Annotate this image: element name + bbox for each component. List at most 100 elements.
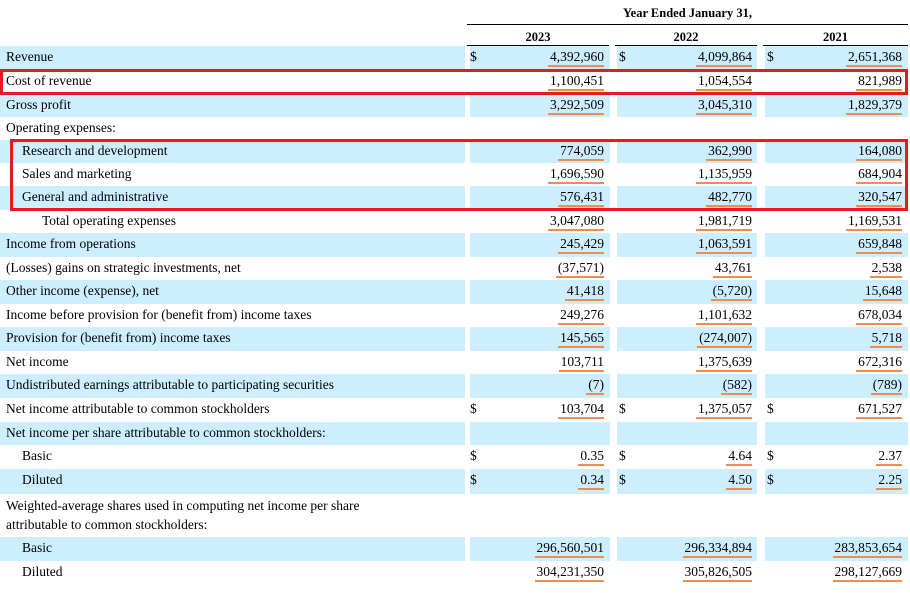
table-row: Basic 296,560,501 296,334,894 283,853,654 xyxy=(0,537,910,561)
table-row: Income before provision for (benefit fro… xyxy=(0,304,910,327)
value-cell: (274,007) xyxy=(699,330,752,345)
value-underline xyxy=(696,370,752,372)
value-cell: 2,538 xyxy=(871,260,902,275)
row-label: Diluted xyxy=(22,472,63,487)
value-cell: 1,696,590 xyxy=(550,166,604,181)
value-underline xyxy=(548,113,604,115)
value-cell: 298,127,669 xyxy=(834,564,903,579)
value-underline xyxy=(558,252,604,254)
value-cell: 4,392,960 xyxy=(550,49,604,64)
value-cell: 774,059 xyxy=(560,143,604,158)
value-underline xyxy=(869,346,902,348)
period-title: Year Ended January 31, xyxy=(623,6,752,20)
value-underline xyxy=(869,276,902,278)
table-row: General and administrative 576,431 482,770… xyxy=(0,186,910,210)
table-row: Revenue $4,392,960 $4,099,864 $2,651,368 xyxy=(0,46,910,70)
value-cell: 1,063,591 xyxy=(698,236,752,251)
value-cell: 41,418 xyxy=(566,283,604,298)
value-cell: 103,704 xyxy=(560,401,604,416)
value-underline xyxy=(578,488,604,490)
value-cell: 245,429 xyxy=(560,236,604,251)
value-underline xyxy=(856,89,902,91)
value-underline xyxy=(832,556,902,558)
value-cell: 1,375,057 xyxy=(698,401,752,416)
value-underline xyxy=(706,205,752,207)
currency-symbol: $ xyxy=(767,401,774,416)
table-row: Basic $0.35 $4.64 $2.37 xyxy=(0,445,910,469)
table-row: Weighted-average shares used in computin… xyxy=(0,495,910,537)
value-underline xyxy=(876,488,902,490)
value-cell: 4.64 xyxy=(728,448,752,463)
value-cell: 4.50 xyxy=(728,472,752,487)
value-cell: 4,099,864 xyxy=(698,49,752,64)
row-label-continued: attributable to common stockholders: xyxy=(6,517,208,532)
value-underline xyxy=(856,417,902,419)
value-underline xyxy=(558,417,604,419)
year-header-2: 2022 xyxy=(673,30,699,44)
value-underline xyxy=(586,393,604,395)
value-cell: 304,231,350 xyxy=(536,564,605,579)
row-label: Revenue xyxy=(6,49,54,64)
value-cell: 1,135,959 xyxy=(698,166,752,181)
period-rule xyxy=(467,24,908,25)
currency-symbol: $ xyxy=(767,472,774,487)
year-rule-3 xyxy=(763,45,908,46)
value-underline xyxy=(558,346,604,348)
value-underline xyxy=(682,580,752,582)
value-underline xyxy=(712,276,752,278)
value-underline xyxy=(558,323,604,325)
row-label: Net income per share attributable to com… xyxy=(6,425,326,440)
value-underline xyxy=(548,182,604,184)
value-cell: 684,904 xyxy=(858,166,902,181)
value-cell: 1,101,632 xyxy=(698,307,752,322)
currency-symbol: $ xyxy=(767,49,774,64)
value-cell: 305,826,505 xyxy=(684,564,753,579)
value-underline xyxy=(696,89,752,91)
value-cell: 672,316 xyxy=(858,354,902,369)
value-cell: 576,431 xyxy=(560,189,604,204)
value-underline xyxy=(876,464,902,466)
table-row: Research and development 774,059 362,990 16… xyxy=(0,140,910,163)
row-label: Operating expenses: xyxy=(6,120,116,135)
row-label: Other income (expense), net xyxy=(6,283,159,298)
table-row: Diluted 304,231,350 305,826,505 298,127,669 xyxy=(0,561,910,585)
row-label: Basic xyxy=(22,540,52,555)
table-row: Gross profit 3,292,509 3,045,310 1,829,379 xyxy=(0,94,910,117)
table-row: Net income attributable to common stockh… xyxy=(0,398,910,422)
value-cell: 3,045,310 xyxy=(698,97,752,112)
row-label: Diluted xyxy=(22,564,63,579)
row-label: Basic xyxy=(22,448,52,463)
value-cell: 1,981,719 xyxy=(698,213,752,228)
value-underline xyxy=(846,113,902,115)
table-row: Net income 103,711 1,375,639 672,316 xyxy=(0,351,910,374)
value-cell: (582) xyxy=(722,377,752,392)
value-cell: 296,560,501 xyxy=(536,540,605,555)
value-cell: 1,169,531 xyxy=(848,213,902,228)
value-cell: 296,334,894 xyxy=(684,540,753,555)
value-cell: (789) xyxy=(872,377,902,392)
currency-symbol: $ xyxy=(470,401,477,416)
currency-symbol: $ xyxy=(619,448,626,463)
row-label: Sales and marketing xyxy=(22,166,132,181)
value-underline xyxy=(696,229,752,231)
value-underline xyxy=(558,370,604,372)
row-label: Cost of revenue xyxy=(6,73,92,88)
value-underline xyxy=(870,393,902,395)
value-cell: 3,292,509 xyxy=(550,97,604,112)
value-cell: 1,829,379 xyxy=(848,97,902,112)
currency-symbol: $ xyxy=(470,448,477,463)
value-cell: (7) xyxy=(588,377,604,392)
value-underline xyxy=(682,556,752,558)
value-underline xyxy=(558,205,604,207)
table-row: Total operating expenses 3,047,080 1,981,7… xyxy=(0,210,910,233)
value-underline xyxy=(558,159,604,161)
value-cell: 1,100,451 xyxy=(550,73,604,88)
value-cell: 15,648 xyxy=(864,283,902,298)
value-underline xyxy=(856,252,902,254)
value-cell: 0.35 xyxy=(580,448,604,463)
value-underline xyxy=(846,229,902,231)
value-underline xyxy=(726,464,752,466)
value-cell: 3,047,080 xyxy=(550,213,604,228)
value-cell: (37,571) xyxy=(557,260,604,275)
